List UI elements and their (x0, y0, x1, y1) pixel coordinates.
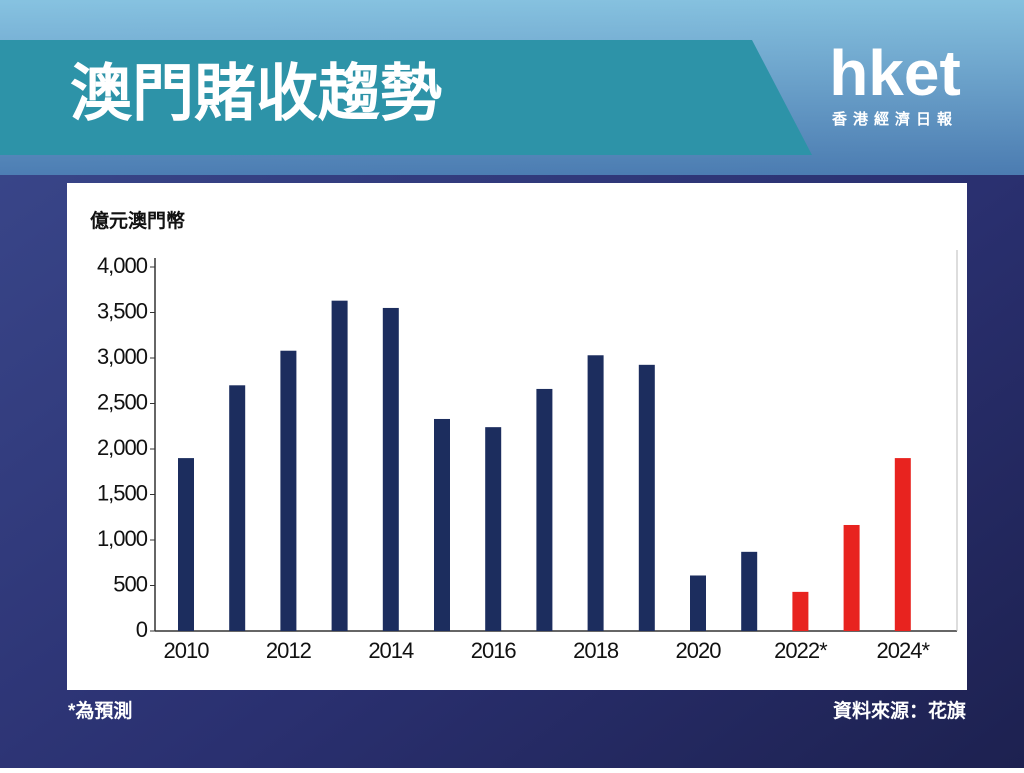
y-tick-label: 4,000 (97, 253, 148, 278)
bar (280, 350, 297, 631)
source: 資料來源：花旗 (833, 699, 966, 722)
y-tick-label: 1,000 (97, 526, 148, 551)
y-axis-label: 億元澳門幣 (90, 209, 185, 232)
bar (894, 458, 911, 631)
note: *為預測 (68, 699, 132, 722)
bar (331, 300, 348, 631)
y-tick-label: 500 (113, 571, 147, 596)
x-tick-label: 2016 (471, 638, 517, 663)
logo: hket (829, 37, 961, 109)
bar (587, 355, 604, 631)
x-tick-label: 2020 (676, 638, 722, 663)
bar (843, 524, 860, 631)
bar (434, 418, 450, 631)
y-tick-label: 3,500 (97, 298, 148, 323)
x-tick-label: 2018 (573, 638, 619, 663)
bar (229, 385, 246, 631)
y-tick-label: 1,500 (97, 480, 148, 505)
title-banner (0, 40, 812, 155)
x-tick-label: 2012 (266, 638, 312, 663)
y-tick-label: 3,000 (97, 344, 148, 369)
x-tick-label: 2010 (164, 638, 210, 663)
y-tick-label: 2,000 (97, 435, 148, 460)
bar (382, 307, 399, 631)
y-tick-label: 2,500 (97, 389, 148, 414)
title: 澳門賭收趨勢 (70, 59, 442, 128)
chart-panel (67, 183, 967, 690)
x-tick-label: 2024* (877, 638, 931, 663)
bar (638, 364, 655, 631)
bar (536, 388, 553, 631)
bar (792, 591, 809, 631)
bar (178, 458, 194, 631)
bar (485, 427, 502, 631)
bar (741, 551, 758, 631)
y-tick-label: 0 (136, 617, 148, 642)
x-tick-label: 2014 (368, 638, 414, 663)
x-tick-label: 2022* (774, 638, 828, 663)
logo-subtitle: 香港經濟日報 (832, 110, 958, 128)
bar (690, 575, 706, 631)
